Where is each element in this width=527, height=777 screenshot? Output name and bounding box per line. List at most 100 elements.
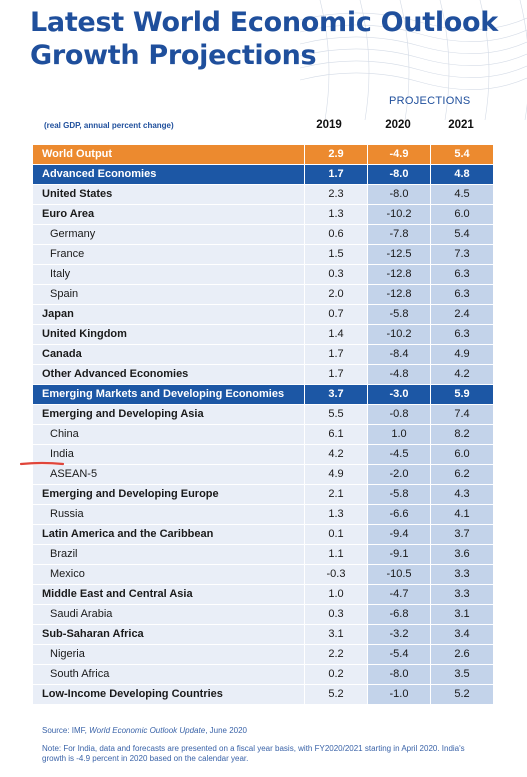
table-row: Emerging and Developing Asia 5.5 -0.8 7.4 (33, 405, 493, 425)
table-row: Latin America and the Caribbean 0.1 -9.4 3.… (33, 525, 493, 545)
table-row: Other Advanced Economies 1.7 -4.8 4.2 (33, 365, 493, 385)
row-label: Mexico (33, 565, 304, 584)
table-row: Japan 0.7 -5.8 2.4 (33, 305, 493, 325)
value-2021: 6.3 (431, 285, 493, 304)
year-header-2021: 2021 (448, 119, 474, 131)
value-2019: 1.4 (305, 325, 367, 344)
value-2020: -12.8 (368, 285, 430, 304)
table-row: China 6.1 1.0 8.2 (33, 425, 493, 445)
table-row: Russia 1.3 -6.6 4.1 (33, 505, 493, 525)
table-row: Saudi Arabia 0.3 -6.8 3.1 (33, 605, 493, 625)
value-2019: 4.9 (305, 465, 367, 484)
row-label: Italy (33, 265, 304, 284)
value-2021: 3.3 (431, 565, 493, 584)
row-label: Germany (33, 225, 304, 244)
table-row: ASEAN-5 4.9 -2.0 6.2 (33, 465, 493, 485)
value-2020: -2.0 (368, 465, 430, 484)
source-line: Source: IMF, World Economic Outlook Upda… (42, 726, 247, 735)
value-2021: 3.6 (431, 545, 493, 564)
value-2021: 8.2 (431, 425, 493, 444)
value-2020: -12.8 (368, 265, 430, 284)
value-2019: 5.5 (305, 405, 367, 424)
value-2021: 4.3 (431, 485, 493, 504)
year-header-2020: 2020 (385, 119, 411, 131)
projections-label: PROJECTIONS (389, 95, 471, 107)
table-row: Mexico -0.3 -10.5 3.3 (33, 565, 493, 585)
table-row: Sub-Saharan Africa 3.1 -3.2 3.4 (33, 625, 493, 645)
value-2021: 3.3 (431, 585, 493, 604)
value-2019: 1.3 (305, 505, 367, 524)
value-2021: 3.1 (431, 605, 493, 624)
table-row: India 4.2 -4.5 6.0 (33, 445, 493, 465)
table-row: Advanced Economies 1.7 -8.0 4.8 (33, 165, 493, 185)
row-label: Emerging and Developing Asia (33, 405, 304, 424)
value-2020: -6.6 (368, 505, 430, 524)
row-label: United States (33, 185, 304, 204)
value-2019: 3.1 (305, 625, 367, 644)
row-label: France (33, 245, 304, 264)
value-2020: -1.0 (368, 685, 430, 704)
table-row: Middle East and Central Asia 1.0 -4.7 3.3 (33, 585, 493, 605)
unit-note: (real GDP, annual percent change) (44, 121, 174, 130)
value-2019: 2.0 (305, 285, 367, 304)
value-2021: 6.2 (431, 465, 493, 484)
table-row: Emerging Markets and Developing Economie… (33, 385, 493, 405)
value-2020: -7.8 (368, 225, 430, 244)
value-2019: 0.3 (305, 605, 367, 624)
value-2021: 4.8 (431, 165, 493, 184)
value-2019: 1.7 (305, 165, 367, 184)
table-row: World Output 2.9 -4.9 5.4 (33, 145, 493, 165)
value-2021: 3.4 (431, 625, 493, 644)
value-2019: -0.3 (305, 565, 367, 584)
row-label: Japan (33, 305, 304, 324)
table-row: Nigeria 2.2 -5.4 2.6 (33, 645, 493, 665)
value-2019: 0.6 (305, 225, 367, 244)
value-2020: -10.5 (368, 565, 430, 584)
value-2020: -5.4 (368, 645, 430, 664)
value-2021: 6.3 (431, 325, 493, 344)
table-row: Germany 0.6 -7.8 5.4 (33, 225, 493, 245)
value-2020: -4.8 (368, 365, 430, 384)
footnote: Note: For India, data and forecasts are … (42, 744, 465, 763)
value-2021: 3.7 (431, 525, 493, 544)
value-2020: 1.0 (368, 425, 430, 444)
value-2020: -9.4 (368, 525, 430, 544)
row-label: Emerging Markets and Developing Economie… (33, 385, 304, 404)
value-2021: 7.3 (431, 245, 493, 264)
value-2021: 5.9 (431, 385, 493, 404)
table-row: United States 2.3 -8.0 4.5 (33, 185, 493, 205)
table-row: Canada 1.7 -8.4 4.9 (33, 345, 493, 365)
value-2020: -5.8 (368, 485, 430, 504)
value-2020: -4.5 (368, 445, 430, 464)
value-2021: 6.3 (431, 265, 493, 284)
row-label: China (33, 425, 304, 444)
value-2019: 3.7 (305, 385, 367, 404)
value-2019: 0.1 (305, 525, 367, 544)
row-label: Spain (33, 285, 304, 304)
table-row: France 1.5 -12.5 7.3 (33, 245, 493, 265)
value-2020: -10.2 (368, 205, 430, 224)
value-2020: -4.9 (368, 145, 430, 164)
source-suffix: , June 2020 (205, 726, 247, 735)
row-label: Nigeria (33, 645, 304, 664)
table-row: Low-Income Developing Countries 5.2 -1.0 5.… (33, 685, 493, 705)
value-2021: 7.4 (431, 405, 493, 424)
value-2019: 1.5 (305, 245, 367, 264)
value-2021: 5.2 (431, 685, 493, 704)
row-label: Middle East and Central Asia (33, 585, 304, 604)
value-2019: 2.3 (305, 185, 367, 204)
row-label: India (33, 445, 304, 464)
value-2019: 0.3 (305, 265, 367, 284)
value-2020: -8.4 (368, 345, 430, 364)
row-label: Euro Area (33, 205, 304, 224)
row-label: Other Advanced Economies (33, 365, 304, 384)
value-2020: -0.8 (368, 405, 430, 424)
page-title: Latest World Economic Outlook Growth Pro… (30, 6, 510, 72)
value-2021: 4.2 (431, 365, 493, 384)
table-row: Italy 0.3 -12.8 6.3 (33, 265, 493, 285)
value-2020: -3.2 (368, 625, 430, 644)
value-2019: 0.2 (305, 665, 367, 684)
value-2020: -8.0 (368, 165, 430, 184)
value-2020: -12.5 (368, 245, 430, 264)
value-2019: 1.7 (305, 365, 367, 384)
